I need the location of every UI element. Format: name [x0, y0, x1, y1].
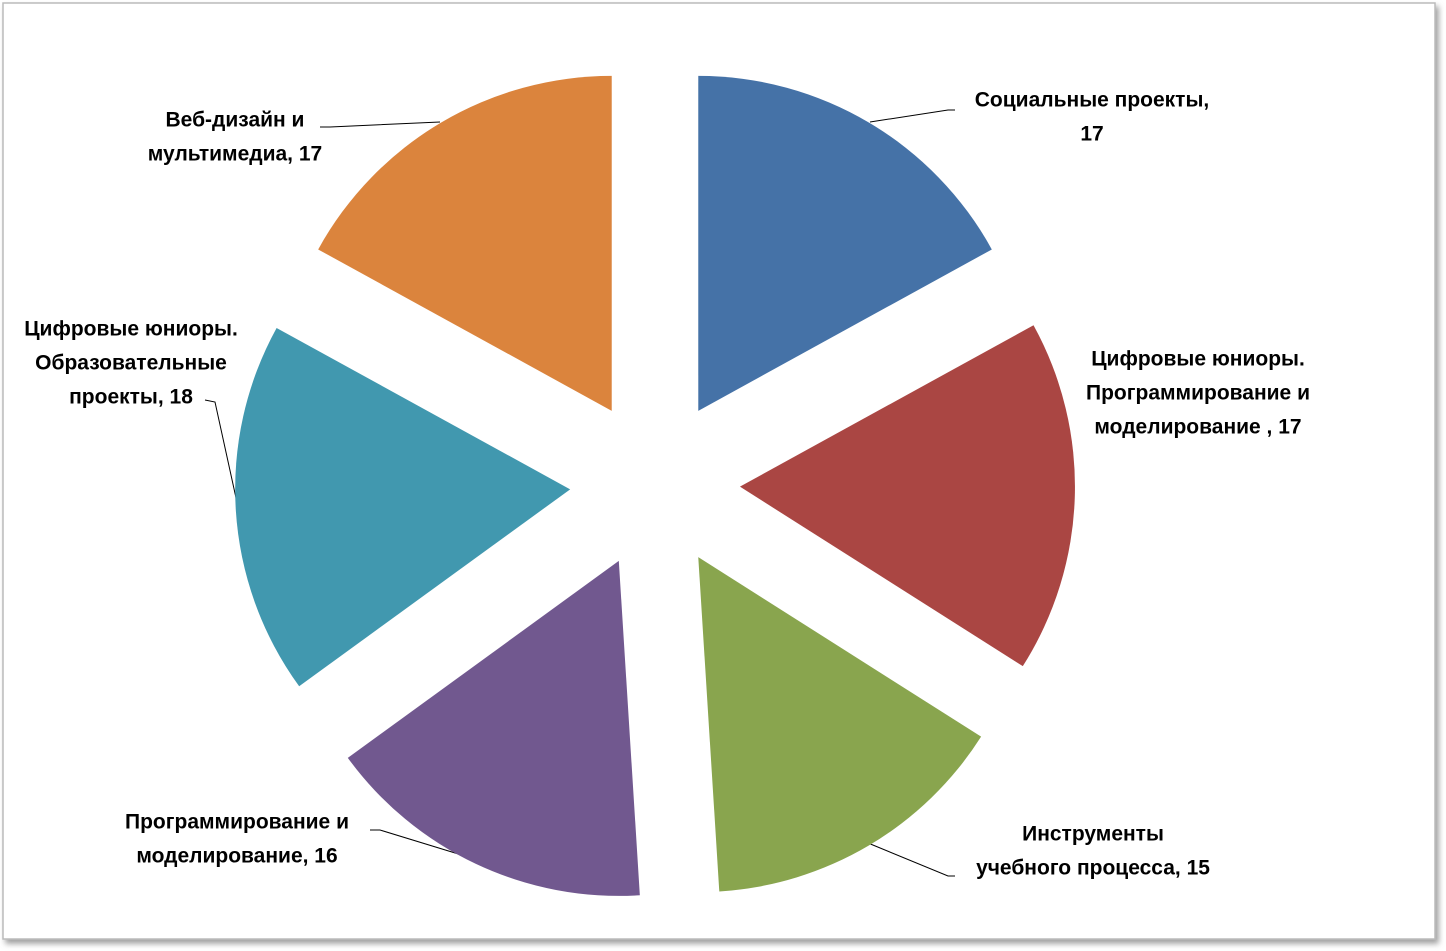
pie-slice	[698, 75, 992, 411]
data-label: Цифровые юниоры.	[1091, 348, 1305, 371]
leader-line	[320, 121, 441, 128]
leader-lines	[204, 109, 955, 877]
leader-line	[867, 842, 955, 877]
pie-slice	[698, 557, 982, 892]
data-label: учебного процесса, 15	[976, 857, 1210, 880]
pie-slice	[235, 327, 571, 687]
pie-slice	[739, 325, 1075, 667]
data-label: Инструменты	[1022, 823, 1164, 846]
data-label: Программирование и	[1086, 382, 1310, 405]
leader-line	[204, 399, 239, 508]
data-label: мультимедиа, 17	[148, 143, 322, 166]
leader-line	[370, 829, 479, 861]
data-label: моделирование , 17	[1094, 416, 1301, 439]
data-label: проекты, 18	[69, 386, 193, 409]
leader-line	[869, 109, 955, 123]
data-label: Образовательные	[35, 352, 227, 375]
data-label: Цифровые юниоры.	[24, 318, 238, 341]
data-label: Веб-дизайн и	[166, 109, 305, 132]
pie-slice	[347, 560, 640, 896]
data-label: Социальные проекты,	[975, 89, 1209, 112]
data-label: 17	[1080, 123, 1103, 146]
data-label: моделирование, 16	[136, 845, 337, 868]
data-label: Программирование и	[125, 811, 349, 834]
pie-slice	[318, 75, 612, 411]
